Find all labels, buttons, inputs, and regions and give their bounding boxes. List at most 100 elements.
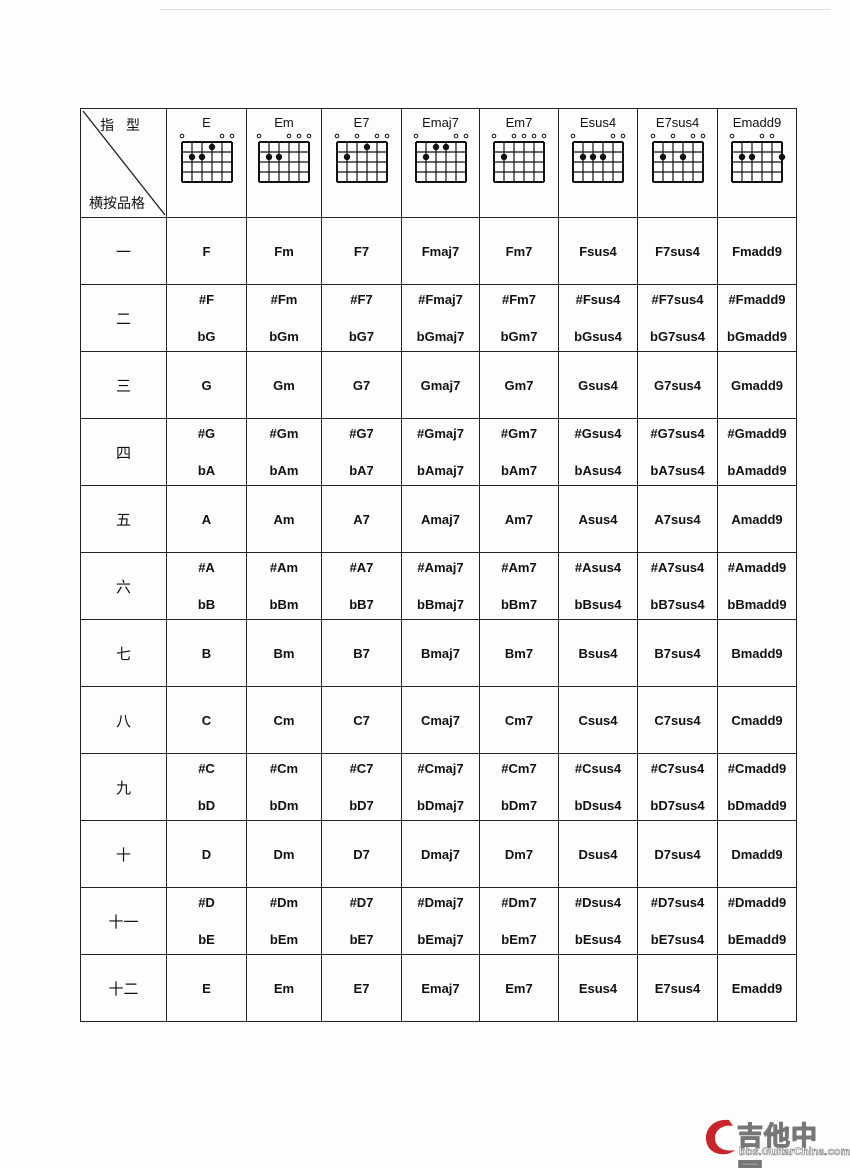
shape-name: Esus4 bbox=[579, 115, 617, 130]
chord-cell: #D bE bbox=[166, 887, 247, 955]
open-string-marker bbox=[531, 133, 537, 139]
chord-cell: #C7sus4 bD7sus4 bbox=[637, 753, 718, 821]
finger-dot bbox=[659, 153, 666, 161]
chord-cell: #Gmadd9 bAmadd9 bbox=[717, 418, 797, 486]
chord-cell: Gsus4 bbox=[558, 351, 638, 419]
open-string-marker bbox=[570, 133, 576, 139]
chord-cell: Emadd9 bbox=[717, 954, 797, 1022]
chord-cell: #Gm7 bAm7 bbox=[479, 418, 559, 486]
chord-cell: #F7sus4 bG7sus4 bbox=[637, 284, 718, 352]
table-row: 三 G Gm G7 Gmaj7 Gm7 Gsus4 G7sus4 Gmadd9 bbox=[80, 351, 797, 419]
table-row: 一 F Fm F7 Fmaj7 Fm7 Fsus4 F7sus4 Fmadd9 bbox=[80, 217, 797, 285]
chord-cell: #G bA bbox=[166, 418, 247, 486]
open-string-marker bbox=[229, 133, 234, 139]
finger-dot bbox=[679, 153, 686, 161]
flat-chord-name: bA bbox=[197, 463, 216, 478]
open-string-marker bbox=[306, 133, 312, 139]
flat-chord-name: bBmaj7 bbox=[417, 597, 464, 612]
flat-chord-name: bAsus4 bbox=[574, 463, 622, 478]
chord-cell: Esus4 bbox=[558, 954, 638, 1022]
flat-chord-name: bB bbox=[197, 597, 216, 612]
shape-name: Em bbox=[274, 115, 294, 130]
open-string-marker bbox=[759, 133, 765, 139]
flat-chord-name: bEm bbox=[269, 932, 299, 947]
chord-cell: #Gsus4 bAsus4 bbox=[558, 418, 638, 486]
open-string-marker bbox=[334, 133, 339, 139]
chord-cell: E bbox=[166, 954, 247, 1022]
chord-diagram bbox=[256, 133, 312, 183]
open-string-marker bbox=[729, 133, 735, 139]
sharp-chord-name: #F bbox=[198, 292, 215, 307]
table-row: 十一 #D bE #Dm bEm #D7 bE7 #Dmaj7 bEmaj7 #Dm7 bEm7 #D… bbox=[80, 887, 797, 955]
sharp-chord-name: #Dm bbox=[269, 895, 299, 910]
chord-cell: #Csus4 bDsus4 bbox=[558, 753, 638, 821]
chord-cell: E7 bbox=[321, 954, 402, 1022]
finger-dot bbox=[432, 143, 439, 151]
chord-cell: Gm bbox=[246, 351, 322, 419]
finger-dot bbox=[500, 153, 508, 161]
sharp-chord-name: #Gmadd9 bbox=[727, 426, 787, 441]
chord-cell: Dmaj7 bbox=[401, 820, 480, 888]
chord-diagram bbox=[570, 133, 626, 183]
chord-cell: Fm bbox=[246, 217, 322, 285]
sharp-chord-name: #D7 bbox=[349, 895, 374, 910]
chord-cell: #Cm bDm bbox=[246, 753, 322, 821]
chord-shape-header: Emadd9 bbox=[717, 108, 797, 218]
table-row: 十二 E Em E7 Emaj7 Em7 Esus4 E7sus4 Emadd9 bbox=[80, 954, 797, 1022]
flat-chord-name: bA7 bbox=[349, 463, 374, 478]
flat-chord-name: bAmadd9 bbox=[727, 463, 787, 478]
fret-number: 八 bbox=[80, 686, 167, 754]
chord-cell: #Am7 bBm7 bbox=[479, 552, 559, 620]
chord-cell: D7 bbox=[321, 820, 402, 888]
chord-cell: #Fm bGm bbox=[246, 284, 322, 352]
sharp-chord-name: #Am bbox=[269, 560, 299, 575]
chord-cell: G bbox=[166, 351, 247, 419]
chord-diagram bbox=[179, 133, 234, 183]
open-string-marker bbox=[453, 133, 458, 139]
logo-title: 吉他中国 bbox=[736, 1120, 819, 1168]
chord-cell: Dm bbox=[246, 820, 322, 888]
sharp-chord-name: #G7 bbox=[349, 426, 374, 441]
sharp-chord-name: #Gm7 bbox=[500, 426, 538, 441]
flat-chord-name: bE7 bbox=[349, 932, 374, 947]
sharp-chord-name: #Fmadd9 bbox=[728, 292, 786, 307]
sharp-chord-name: #Cmadd9 bbox=[727, 761, 787, 776]
fret-number: 十二 bbox=[80, 954, 167, 1022]
sharp-chord-name: #G7sus4 bbox=[650, 426, 705, 441]
sharp-chord-name: #A7 bbox=[349, 560, 374, 575]
finger-dot bbox=[599, 153, 607, 161]
chord-cell: #Cmadd9 bDmadd9 bbox=[717, 753, 797, 821]
sharp-chord-name: #F7 bbox=[350, 292, 373, 307]
chord-cell: #Asus4 bBsus4 bbox=[558, 552, 638, 620]
flat-chord-name: bE bbox=[198, 932, 215, 947]
chord-cell: #F bG bbox=[166, 284, 247, 352]
chord-cell: #Cm7 bDm7 bbox=[479, 753, 559, 821]
shape-name: E bbox=[202, 115, 211, 130]
sharp-chord-name: #A bbox=[198, 560, 215, 575]
table-row: 五 A Am A7 Amaj7 Am7 Asus4 A7sus4 Amadd9 bbox=[80, 485, 797, 553]
flat-chord-name: bB7sus4 bbox=[650, 597, 705, 612]
chord-diagram bbox=[413, 133, 468, 183]
chord-cell: #Cmaj7 bDmaj7 bbox=[401, 753, 480, 821]
chord-shape-header: E bbox=[166, 108, 247, 218]
table-row: 七 B Bm B7 Bmaj7 Bm7 Bsus4 B7sus4 Bmadd9 bbox=[80, 619, 797, 687]
flat-chord-name: bGmaj7 bbox=[416, 329, 465, 344]
chord-cell: Dsus4 bbox=[558, 820, 638, 888]
finger-dot bbox=[422, 153, 429, 161]
chord-cell: Bm bbox=[246, 619, 322, 687]
chord-cell: #F7 bG7 bbox=[321, 284, 402, 352]
finger-dot bbox=[275, 153, 283, 161]
sharp-chord-name: #A7sus4 bbox=[650, 560, 705, 575]
dragon-icon bbox=[705, 1119, 735, 1155]
sharp-chord-name: #D bbox=[198, 895, 215, 910]
flat-chord-name: bGm bbox=[269, 329, 299, 344]
chord-cell: Bmadd9 bbox=[717, 619, 797, 687]
finger-dot bbox=[198, 153, 205, 161]
chord-cell: Fm7 bbox=[479, 217, 559, 285]
chord-cell: Bmaj7 bbox=[401, 619, 480, 687]
flat-chord-name: bG7sus4 bbox=[650, 329, 705, 344]
chord-diagram bbox=[491, 133, 547, 183]
fret-number: 六 bbox=[80, 552, 167, 620]
shape-name: E7 bbox=[353, 115, 370, 130]
chord-cell: #Dmadd9 bEmadd9 bbox=[717, 887, 797, 955]
